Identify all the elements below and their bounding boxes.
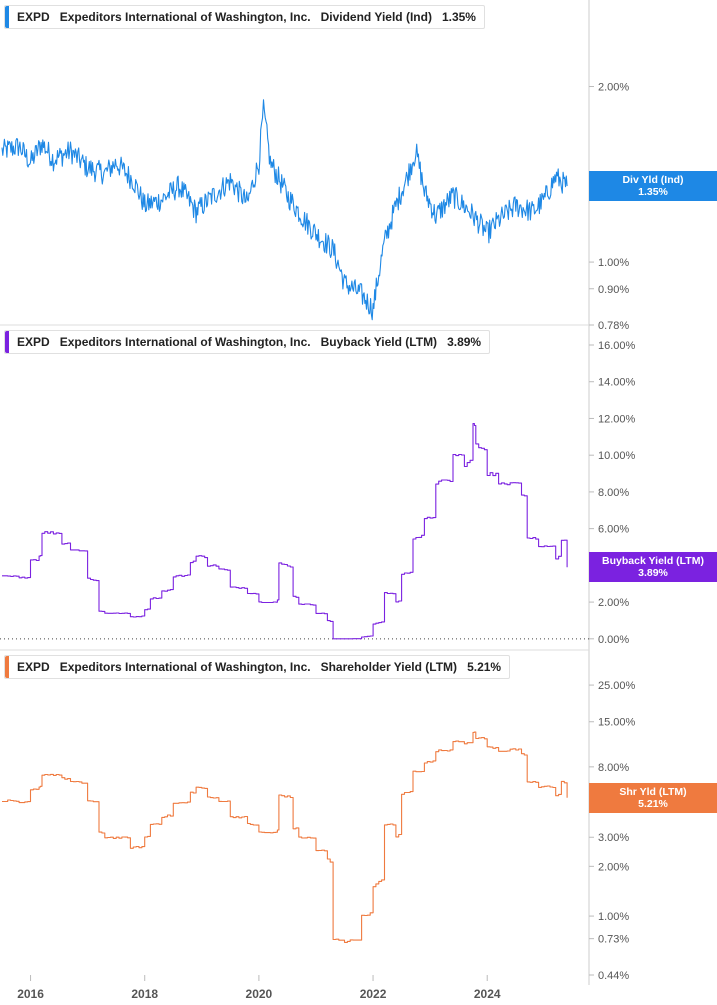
legend-swatch: [5, 656, 9, 678]
legend-company: Expeditors International of Washington, …: [59, 10, 311, 24]
x-tick-label: 2016: [17, 987, 44, 1001]
y-tick-label: 0.73%: [598, 934, 629, 946]
y-tick-label: 10.00%: [598, 450, 636, 462]
x-tick-label: 2022: [360, 987, 387, 1001]
legend-swatch: [5, 6, 9, 28]
flag-value: 1.35%: [638, 186, 668, 199]
y-tick-label: 2.00%: [598, 82, 629, 94]
y-tick-label: 0.78%: [598, 320, 629, 332]
y-tick-label: 1.00%: [598, 911, 629, 923]
x-tick-label: 2024: [474, 987, 501, 1001]
y-tick-label: 3.00%: [598, 832, 629, 844]
x-tick-label: 2020: [246, 987, 273, 1001]
series-line-shareholder: [2, 731, 568, 943]
y-tick-label: 12.00%: [598, 413, 636, 425]
y-tick-label: 2.00%: [598, 861, 629, 873]
legend-company: Expeditors International of Washington, …: [59, 335, 311, 349]
y-tick-label: 0.90%: [598, 284, 629, 296]
y-tick-label: 14.00%: [598, 377, 636, 389]
series-line-buyback: [2, 422, 568, 640]
flag-value: 3.89%: [638, 567, 668, 580]
y-tick-label: 2.00%: [598, 597, 629, 609]
value-flag-dividend-yield: Div Yld (Ind) 1.35%: [589, 171, 717, 202]
legend-shareholder-yield: EXPD Expeditors International of Washing…: [4, 655, 511, 679]
value-flag-buyback-yield: Buyback Yield (LTM) 3.89%: [589, 552, 717, 583]
legend-value: 1.35%: [441, 10, 476, 24]
y-tick-label: 8.00%: [598, 762, 629, 774]
y-tick-label: 6.00%: [598, 524, 629, 536]
flag-label: Buyback Yield (LTM): [602, 555, 704, 568]
flag-label: Div Yld (Ind): [622, 174, 684, 187]
y-tick-label: 25.00%: [598, 680, 636, 692]
value-flag-shareholder-yield: Shr Yld (LTM) 5.21%: [589, 782, 717, 813]
legend-swatch: [5, 331, 9, 353]
y-tick-label: 16.00%: [598, 340, 636, 352]
legend-value: 5.21%: [467, 660, 502, 674]
flag-label: Shr Yld (LTM): [619, 785, 687, 798]
legend-ticker: EXPD: [17, 10, 50, 24]
series-line-dividend: [1, 99, 568, 321]
legend-dividend-yield: EXPD Expeditors International of Washing…: [4, 5, 485, 29]
y-tick-label: 15.00%: [598, 717, 636, 729]
flag-value: 5.21%: [638, 797, 668, 810]
legend-company: Expeditors International of Washington, …: [59, 660, 311, 674]
legend-metric: Buyback Yield (LTM): [320, 335, 438, 349]
legend-metric: Dividend Yield (Ind): [320, 10, 432, 24]
legend-value: 3.89%: [447, 335, 482, 349]
y-tick-label: 8.00%: [598, 487, 629, 499]
x-tick-label: 2018: [131, 987, 158, 1001]
legend-buyback-yield: EXPD Expeditors International of Washing…: [4, 330, 491, 354]
y-tick-label: 0.00%: [598, 634, 629, 646]
y-tick-label: 0.44%: [598, 970, 629, 982]
y-tick-label: 1.00%: [598, 257, 629, 269]
legend-ticker: EXPD: [17, 335, 50, 349]
legend-metric: Shareholder Yield (LTM): [320, 660, 458, 674]
legend-ticker: EXPD: [17, 660, 50, 674]
